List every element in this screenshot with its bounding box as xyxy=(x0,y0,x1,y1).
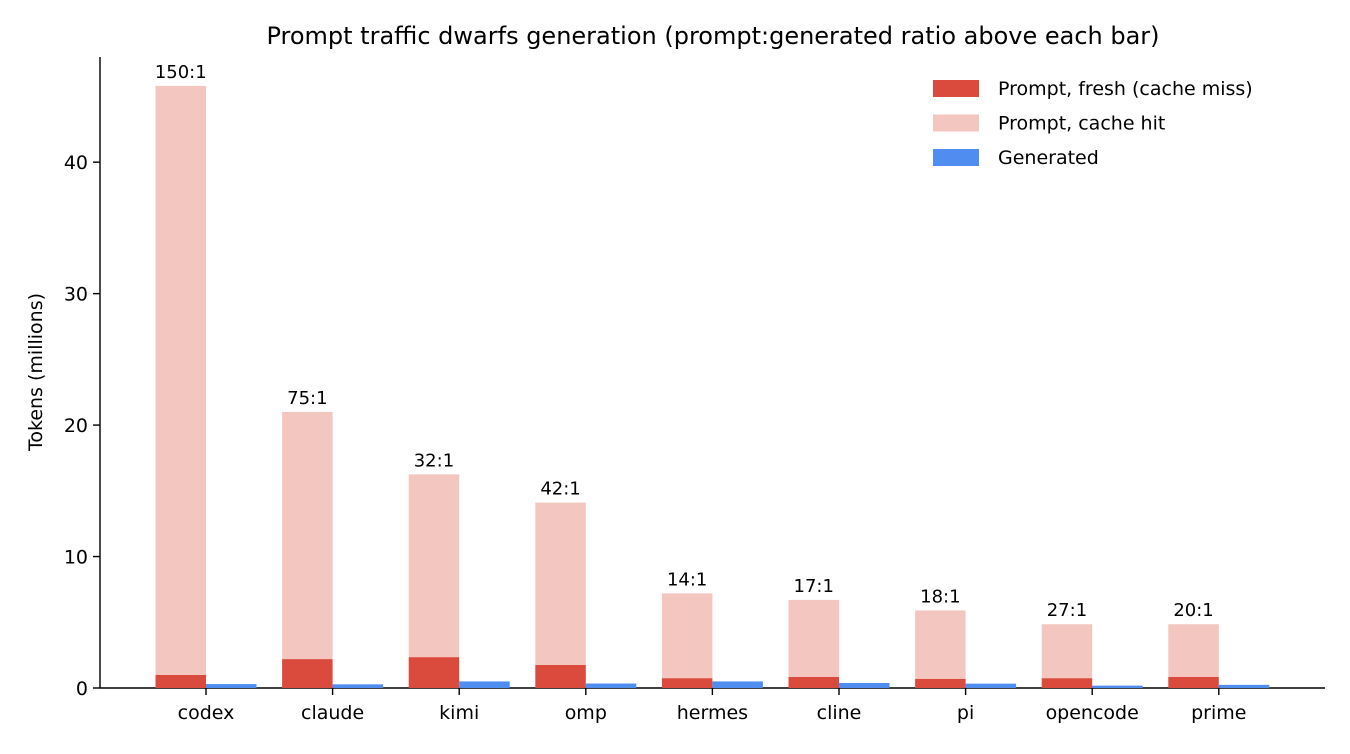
ratio-label-omp: 42:1 xyxy=(540,479,580,500)
ratio-label-hermes: 14:1 xyxy=(667,569,707,590)
bar-prompt-fresh-hermes xyxy=(661,678,713,688)
bar-prompt-fresh-cline xyxy=(788,676,839,688)
ratio-label-pi: 18:1 xyxy=(920,586,960,607)
bar-prompt-fresh-opencode xyxy=(1041,678,1093,688)
bar-prompt-cache-hit-cline xyxy=(788,599,839,677)
ratio-label-prime: 20:1 xyxy=(1173,600,1213,621)
y-tick-label: 20 xyxy=(64,415,88,437)
ratio-label-opencode: 27:1 xyxy=(1047,600,1087,621)
x-tick-label-prime: prime xyxy=(1191,702,1246,724)
y-tick-label: 10 xyxy=(64,547,88,569)
ratio-label-codex: 150:1 xyxy=(155,62,207,83)
chart-title: Prompt traffic dwarfs generation (prompt… xyxy=(266,22,1159,50)
bar-prompt-cache-hit-claude xyxy=(282,411,333,660)
legend-label: Prompt, fresh (cache miss) xyxy=(998,78,1253,100)
legend: Prompt, fresh (cache miss) Prompt, cache … xyxy=(933,78,1253,169)
bar-generated-opencode xyxy=(1092,685,1143,688)
x-tick-label-pi: pi xyxy=(957,702,974,724)
x-tick-label-codex: codex xyxy=(178,702,235,724)
y-tick-label: 0 xyxy=(76,678,88,700)
y-tick-label: 30 xyxy=(64,284,88,306)
y-tick-label: 40 xyxy=(64,152,88,174)
bar-prompt-cache-hit-hermes xyxy=(661,593,713,679)
bar-prompt-fresh-omp xyxy=(535,664,586,688)
legend-label: Generated xyxy=(998,147,1099,169)
legend-swatch xyxy=(933,114,979,132)
x-tick-label-claude: claude xyxy=(301,702,364,724)
ticks-layer: 0 10 20 30 40 codex claude kimi omp hermes cline pi… xyxy=(64,152,1247,724)
bar-generated-hermes xyxy=(712,681,763,688)
labels-layer: 150:1 75:1 32:1 42:1 14:1 17:1 18:1 27:1 20:1 xyxy=(155,62,1214,621)
bar-generated-pi xyxy=(965,683,1017,688)
bar-prompt-fresh-pi xyxy=(915,678,966,688)
x-tick-label-opencode: opencode xyxy=(1046,702,1139,724)
bar-generated-cline xyxy=(839,683,890,688)
bar-prompt-cache-hit-omp xyxy=(535,502,586,665)
bar-prompt-cache-hit-pi xyxy=(915,610,966,679)
legend-swatch xyxy=(933,149,979,166)
bar-generated-omp xyxy=(585,683,637,688)
x-tick-label-omp: omp xyxy=(565,702,607,724)
bars-layer xyxy=(155,85,1270,688)
x-tick-label-kimi: kimi xyxy=(439,702,479,724)
bar-prompt-fresh-codex xyxy=(155,674,206,688)
bar-prompt-fresh-prime xyxy=(1168,676,1219,688)
ratio-label-kimi: 32:1 xyxy=(414,450,454,471)
bar-prompt-cache-hit-prime xyxy=(1168,624,1219,677)
legend-label: Prompt, cache hit xyxy=(998,113,1165,135)
bar-prompt-fresh-kimi xyxy=(408,657,460,688)
x-tick-label-cline: cline xyxy=(817,702,862,724)
legend-swatch xyxy=(933,80,979,97)
bar-prompt-cache-hit-codex xyxy=(155,85,206,675)
bar-prompt-fresh-claude xyxy=(282,659,333,688)
bar-generated-codex xyxy=(206,684,257,688)
ratio-label-cline: 17:1 xyxy=(794,576,834,597)
bar-generated-kimi xyxy=(459,681,510,688)
bar-generated-prime xyxy=(1218,684,1270,688)
bar-prompt-cache-hit-opencode xyxy=(1041,624,1093,679)
x-tick-label-hermes: hermes xyxy=(677,702,748,724)
ratio-label-claude: 75:1 xyxy=(287,388,327,409)
bar-prompt-cache-hit-kimi xyxy=(408,474,460,658)
bar-generated-claude xyxy=(332,684,384,688)
y-axis-label: Tokens (millions) xyxy=(25,293,47,452)
